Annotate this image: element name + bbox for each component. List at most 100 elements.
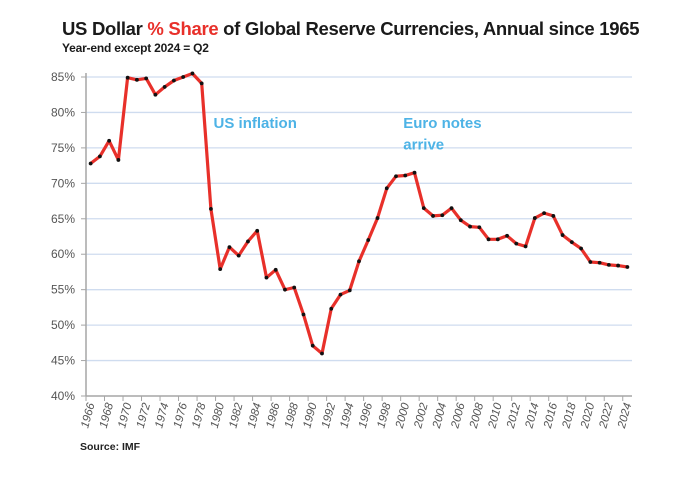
data-point — [588, 260, 593, 264]
x-tick-label: 2002 — [412, 401, 431, 430]
x-tick-label: 2016 — [542, 401, 561, 430]
data-point — [486, 237, 491, 242]
data-point — [505, 233, 509, 238]
data-point — [606, 262, 611, 267]
chart-subtitle: Year-end except 2024 = Q2 — [62, 41, 209, 55]
x-tick-label: 2004 — [431, 402, 449, 431]
data-point — [477, 225, 482, 230]
x-tick-label: 1972 — [135, 401, 153, 429]
data-point — [412, 170, 417, 175]
data-point — [218, 267, 223, 272]
annotations: US inflation Euro notes arrive — [214, 115, 482, 153]
x-tick-label: 1996 — [357, 401, 375, 429]
x-tick-label: 1978 — [190, 401, 208, 429]
data-point — [181, 75, 186, 79]
x-tick-label: 1994 — [338, 402, 356, 430]
x-tick-label: 1992 — [320, 401, 338, 429]
data-point — [542, 211, 546, 216]
data-point — [236, 253, 241, 258]
data-point — [329, 306, 334, 311]
data-point — [172, 78, 176, 83]
y-tick-label: 45% — [51, 354, 75, 368]
x-tick-label: 1966 — [79, 401, 97, 429]
data-point — [616, 263, 621, 268]
data-point — [246, 239, 250, 244]
data-point — [199, 81, 204, 86]
data-point — [292, 285, 297, 290]
y-tick-label: 55% — [51, 283, 75, 297]
y-tick-label: 50% — [51, 318, 75, 332]
y-tick-labels: 40% 45% 50% 55% 60% 65% 70% 75% 80% 85% — [51, 70, 75, 403]
data-point — [153, 92, 158, 97]
annotation-text: Euro notes — [403, 115, 481, 132]
data-point — [255, 228, 260, 233]
data-point — [310, 343, 315, 348]
data-point — [134, 77, 139, 82]
data-point — [384, 186, 389, 191]
annotation-text: arrive — [403, 136, 444, 153]
data-point — [468, 224, 472, 229]
data-point — [357, 259, 361, 264]
x-tick-label: 1970 — [116, 401, 134, 429]
data-point — [421, 206, 426, 211]
source-note: Source: IMF — [80, 441, 141, 453]
y-tick-label: 80% — [51, 105, 75, 119]
annotation-text: US inflation — [214, 115, 297, 132]
data-point — [394, 174, 398, 179]
title-suffix: of Global Reserve Currencies, Annual sin… — [218, 18, 640, 39]
x-tick-label: 2006 — [449, 401, 468, 430]
data-point — [97, 154, 102, 159]
x-tick-label: 2014 — [523, 402, 541, 431]
data-point — [338, 292, 343, 297]
x-tick-label: 2020 — [579, 401, 598, 430]
title-prefix: US Dollar — [62, 18, 148, 39]
axes — [81, 73, 632, 401]
data-point — [403, 173, 408, 178]
data-point — [625, 265, 630, 269]
data-point — [264, 275, 269, 280]
data-point — [431, 214, 435, 218]
data-point — [532, 216, 537, 220]
series-us-dollar-share — [88, 71, 630, 356]
x-tick-label: 1984 — [246, 402, 264, 430]
x-tick-label: 2008 — [468, 401, 487, 430]
data-point — [569, 240, 574, 245]
x-tick-label: 2018 — [560, 401, 579, 430]
x-tick-label: 2000 — [394, 401, 413, 430]
data-point — [88, 161, 93, 166]
y-tick-label: 85% — [51, 70, 75, 84]
data-point — [301, 312, 306, 317]
data-point — [116, 158, 121, 162]
data-point — [523, 244, 528, 249]
data-point — [449, 206, 454, 211]
data-point — [514, 241, 519, 246]
x-tick-label: 1998 — [375, 401, 393, 429]
data-point — [495, 237, 500, 242]
data-point — [375, 216, 380, 220]
x-tick-label: 2022 — [597, 401, 616, 430]
data-point — [283, 287, 287, 292]
y-tick-label: 70% — [51, 176, 75, 190]
data-point — [551, 214, 556, 218]
data-point — [162, 85, 167, 89]
y-tick-label: 40% — [51, 389, 75, 403]
data-point — [125, 75, 130, 80]
data-point — [273, 267, 278, 272]
data-point — [144, 76, 149, 81]
x-tick-labels: 1966 1968 1970 1972 1974 1976 1978 1980 1982 1984… — [79, 401, 634, 430]
data-point — [190, 71, 195, 76]
data-point — [209, 206, 213, 211]
x-tick-label: 1974 — [153, 402, 171, 430]
title-highlight: % Share — [147, 18, 219, 39]
x-tick-label: 1990 — [301, 401, 319, 429]
x-tick-label: 1988 — [283, 401, 301, 429]
chart-title: US Dollar % Share of Global Reserve Curr… — [62, 18, 640, 40]
data-point — [107, 138, 112, 143]
x-tick-label: 1982 — [227, 401, 245, 429]
series-line — [88, 71, 630, 356]
x-tick-label: 1976 — [172, 401, 190, 429]
x-tick-label: 2012 — [505, 401, 524, 430]
x-tick-label: 1968 — [98, 401, 116, 429]
data-point — [458, 218, 463, 223]
